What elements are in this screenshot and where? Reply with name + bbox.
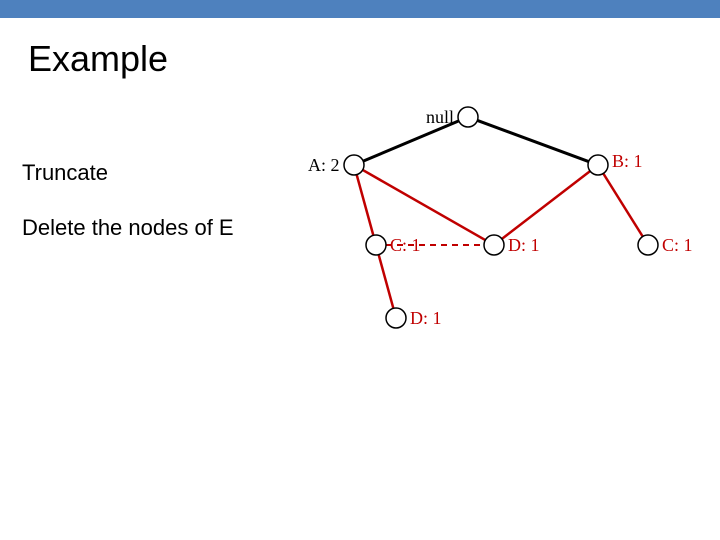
node-label: C: 1 bbox=[390, 235, 421, 255]
node-label: D: 1 bbox=[508, 235, 540, 255]
node-label: D: 1 bbox=[410, 308, 442, 328]
edge bbox=[603, 173, 642, 236]
node-label: B: 1 bbox=[612, 151, 643, 171]
edge bbox=[357, 175, 374, 236]
node-label: C: 1 bbox=[662, 235, 693, 255]
edge bbox=[502, 171, 590, 239]
tree-diagram: null A: 2 B: 1 C: 1 D: 1 C: 1 D: 1 bbox=[0, 0, 720, 540]
graph-node bbox=[638, 235, 658, 255]
node-label: null bbox=[426, 107, 454, 127]
edge bbox=[379, 255, 394, 309]
edge bbox=[363, 170, 486, 240]
graph-node bbox=[458, 107, 478, 127]
node-label: A: 2 bbox=[308, 155, 340, 175]
graph-node bbox=[386, 308, 406, 328]
graph-node bbox=[484, 235, 504, 255]
edge bbox=[477, 120, 588, 161]
graph-node bbox=[366, 235, 386, 255]
graph-node bbox=[588, 155, 608, 175]
graph-node bbox=[344, 155, 364, 175]
